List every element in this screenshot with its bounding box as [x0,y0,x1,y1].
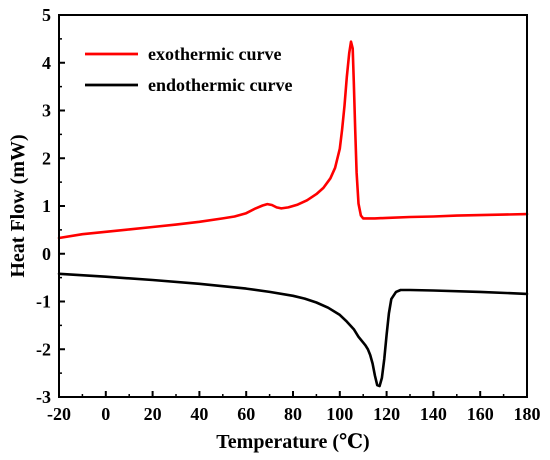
y-tick-label: 4 [42,53,51,73]
legend-label: exothermic curve [148,44,281,64]
series-layer [57,40,529,388]
y-tick-label: 0 [42,244,51,264]
exothermic-curve-line [57,40,529,240]
ticks-layer: -20 0 20 40 60 80 100 120 140 160 180 -3 -2 -1 0 1 2 3 4 5 [36,5,541,424]
y-tick-label: 1 [42,196,51,216]
x-tick-label: 40 [190,404,208,424]
x-tick-label: 120 [373,404,400,424]
x-tick-label: 140 [420,404,447,424]
x-tick-label: 60 [237,404,255,424]
x-tick-label: 0 [101,404,110,424]
x-tick-label: 80 [284,404,302,424]
y-tick-label: -1 [36,292,51,312]
y-tick-label: 5 [42,5,51,25]
y-tick-label: -2 [36,339,51,359]
x-tick-label: 100 [326,404,353,424]
y-tick-label: 3 [42,101,51,121]
legend-label: endothermic curve [148,75,292,95]
endothermic-curve-line [57,272,529,388]
y-axis-title: Heat Flow (mW) [7,134,29,277]
y-tick-label: -3 [36,387,51,407]
x-tick-label: 180 [514,404,541,424]
x-axis-title: Temperature (℃) [216,431,369,453]
y-tick-label: 2 [42,148,51,168]
legend: exothermic curve endothermic curve [85,44,292,95]
x-tick-label: 160 [467,404,494,424]
x-tick-label: 20 [144,404,162,424]
x-tick-label: -20 [47,404,71,424]
